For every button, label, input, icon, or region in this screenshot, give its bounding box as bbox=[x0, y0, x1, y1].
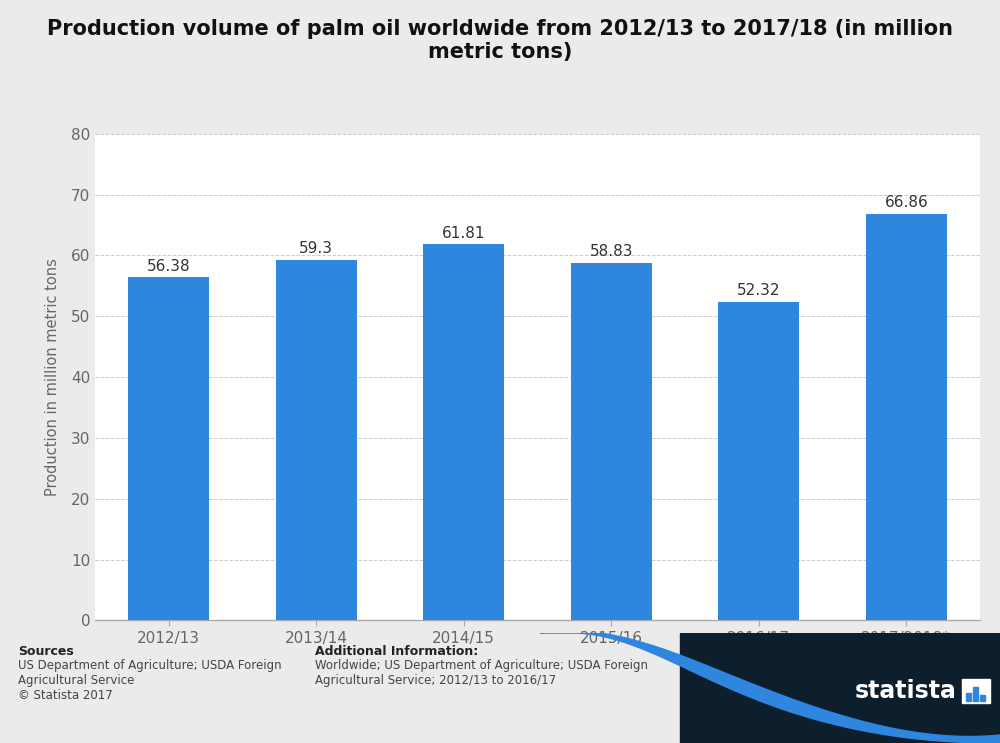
Bar bbox=[962, 679, 990, 703]
Bar bbox=[571, 262, 652, 620]
Text: 58.83: 58.83 bbox=[590, 244, 633, 259]
Text: US Department of Agriculture; USDA Foreign
Agricultural Service
© Statista 2017: US Department of Agriculture; USDA Forei… bbox=[18, 659, 282, 702]
Bar bbox=[680, 633, 1000, 743]
Text: 52.32: 52.32 bbox=[737, 284, 780, 299]
Text: Production volume of palm oil worldwide from 2012/13 to 2017/18 (in million
metr: Production volume of palm oil worldwide … bbox=[47, 19, 953, 62]
Bar bbox=[980, 695, 985, 701]
Text: Sources: Sources bbox=[18, 645, 74, 658]
Text: 56.38: 56.38 bbox=[147, 259, 191, 273]
Bar bbox=[973, 687, 978, 701]
Text: 66.86: 66.86 bbox=[884, 195, 928, 210]
Bar bbox=[966, 693, 971, 701]
Polygon shape bbox=[540, 631, 1000, 743]
Text: 61.81: 61.81 bbox=[442, 226, 486, 241]
Text: statista: statista bbox=[855, 679, 957, 703]
Y-axis label: Production in million metric tons: Production in million metric tons bbox=[45, 258, 60, 496]
Text: Worldwide; US Department of Agriculture; USDA Foreign
Agricultural Service; 2012: Worldwide; US Department of Agriculture;… bbox=[315, 659, 648, 687]
Bar bbox=[423, 244, 504, 620]
Bar bbox=[866, 214, 947, 620]
Text: 59.3: 59.3 bbox=[299, 241, 333, 256]
Text: Additional Information:: Additional Information: bbox=[315, 645, 478, 658]
Bar bbox=[276, 259, 357, 620]
Bar bbox=[718, 302, 799, 620]
Bar bbox=[128, 277, 209, 620]
